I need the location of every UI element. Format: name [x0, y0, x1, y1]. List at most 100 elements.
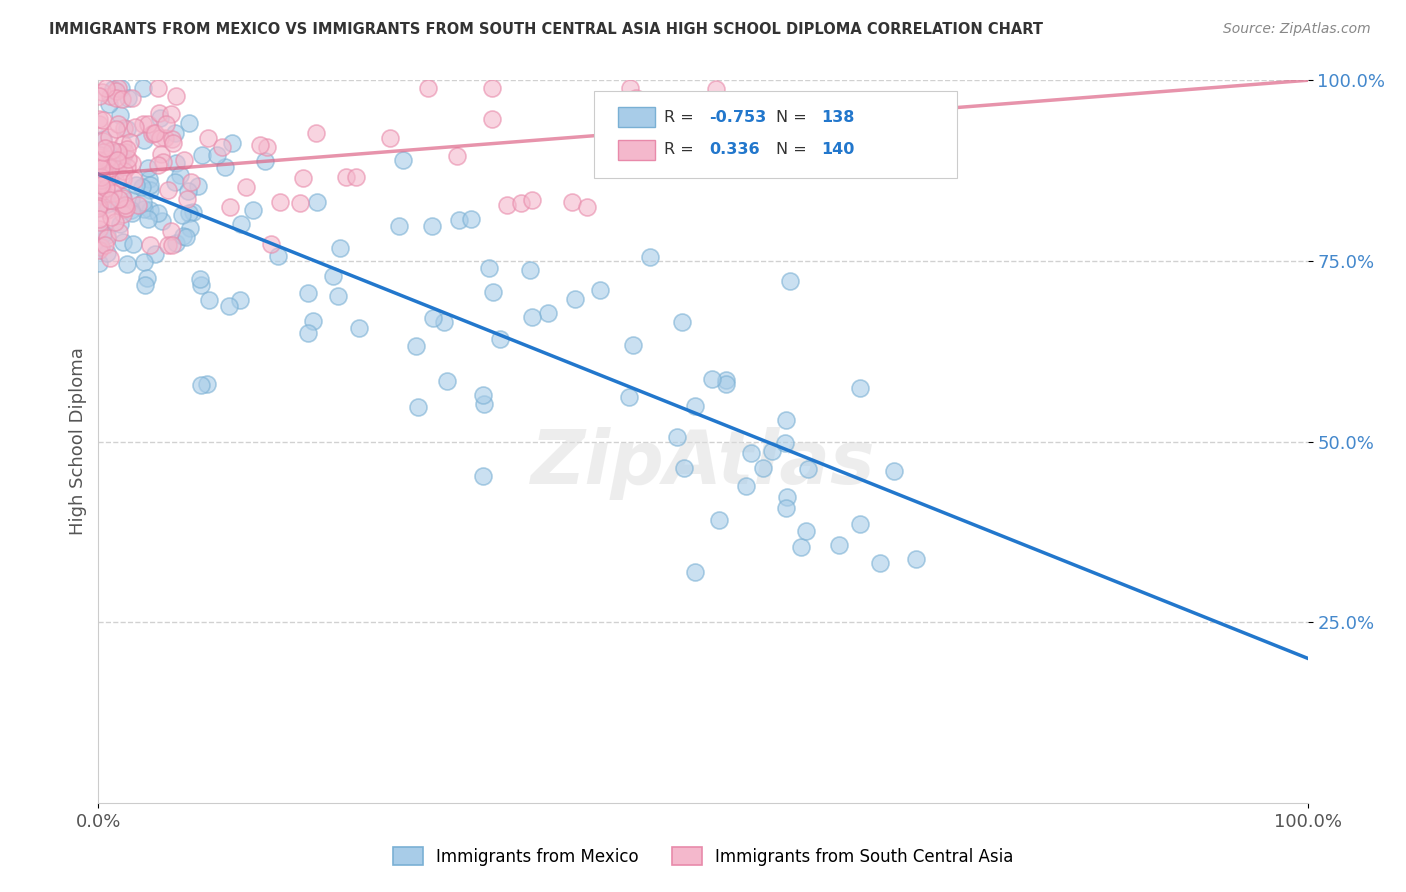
- Point: [101, 186, 124, 200]
- Point: [120, 193, 142, 207]
- Point: [322, 268, 344, 283]
- Point: [735, 479, 758, 493]
- Point: [132, 80, 155, 95]
- Text: R =: R =: [664, 142, 699, 157]
- Point: [91, 112, 114, 127]
- Point: [197, 131, 219, 145]
- Point: [112, 163, 135, 178]
- Point: [94, 181, 117, 195]
- Text: -0.753: -0.753: [709, 110, 766, 125]
- Point: [108, 225, 131, 239]
- Point: [155, 131, 177, 145]
- Point: [666, 430, 689, 444]
- Point: [115, 122, 138, 136]
- Point: [621, 338, 644, 352]
- Point: [139, 178, 162, 192]
- Point: [561, 194, 583, 209]
- Point: [100, 169, 122, 183]
- Point: [751, 461, 773, 475]
- Point: [482, 285, 505, 300]
- Point: [520, 193, 543, 207]
- Point: [101, 143, 124, 157]
- Point: [828, 538, 851, 552]
- Point: [117, 142, 139, 156]
- Point: [256, 140, 278, 154]
- Point: [869, 557, 891, 571]
- Point: [94, 141, 117, 155]
- Point: [114, 198, 136, 212]
- Point: [253, 154, 276, 169]
- Point: [98, 161, 121, 176]
- Text: IMMIGRANTS FROM MEXICO VS IMMIGRANTS FROM SOUTH CENTRAL ASIA HIGH SCHOOL DIPLOMA: IMMIGRANTS FROM MEXICO VS IMMIGRANTS FRO…: [49, 22, 1043, 37]
- Point: [96, 228, 118, 243]
- Text: Source: ZipAtlas.com: Source: ZipAtlas.com: [1223, 22, 1371, 37]
- Point: [150, 214, 173, 228]
- Point: [267, 249, 290, 263]
- Point: [472, 468, 495, 483]
- Point: [90, 167, 112, 181]
- Point: [148, 106, 170, 120]
- Point: [160, 107, 183, 121]
- Point: [125, 178, 148, 193]
- Point: [249, 137, 271, 152]
- Point: [89, 150, 111, 164]
- Point: [108, 151, 131, 165]
- Point: [242, 202, 264, 217]
- Point: [522, 310, 544, 325]
- Point: [638, 250, 661, 264]
- Point: [786, 161, 808, 175]
- Point: [149, 111, 172, 125]
- Point: [91, 145, 114, 159]
- Point: [155, 117, 177, 131]
- Point: [211, 139, 233, 153]
- Point: [136, 117, 159, 131]
- Point: [302, 313, 325, 327]
- Legend: Immigrants from Mexico, Immigrants from South Central Asia: Immigrants from Mexico, Immigrants from …: [384, 839, 1022, 874]
- Point: [89, 215, 111, 229]
- Point: [90, 156, 112, 170]
- Point: [163, 126, 186, 140]
- Point: [132, 255, 155, 269]
- Point: [159, 224, 181, 238]
- Point: [90, 169, 112, 184]
- Point: [378, 130, 401, 145]
- Point: [174, 230, 197, 244]
- Point: [219, 200, 242, 214]
- Point: [671, 315, 693, 329]
- Point: [589, 284, 612, 298]
- Point: [90, 184, 112, 198]
- Point: [704, 81, 727, 95]
- Bar: [619, 107, 655, 128]
- Text: N =: N =: [776, 142, 811, 157]
- Point: [904, 551, 927, 566]
- Point: [136, 271, 159, 285]
- Point: [162, 136, 184, 151]
- Text: 140: 140: [821, 142, 855, 157]
- Text: ZipAtlas: ZipAtlas: [530, 426, 876, 500]
- Point: [405, 339, 427, 353]
- Point: [87, 256, 110, 270]
- Point: [138, 172, 160, 186]
- Point: [90, 161, 112, 175]
- Point: [132, 133, 155, 147]
- Point: [127, 197, 149, 211]
- Point: [207, 148, 229, 162]
- Point: [761, 443, 783, 458]
- Point: [146, 205, 169, 219]
- Point: [775, 501, 797, 516]
- Point: [111, 92, 134, 106]
- Point: [112, 235, 135, 250]
- Point: [111, 188, 134, 202]
- Point: [111, 150, 134, 164]
- Point: [139, 237, 162, 252]
- Point: [481, 112, 503, 127]
- Point: [112, 202, 135, 216]
- Point: [775, 436, 797, 450]
- Point: [177, 185, 200, 199]
- Point: [790, 540, 813, 554]
- Point: [89, 238, 111, 252]
- Point: [779, 274, 801, 288]
- Point: [683, 399, 706, 413]
- Point: [108, 108, 131, 122]
- Point: [157, 238, 180, 252]
